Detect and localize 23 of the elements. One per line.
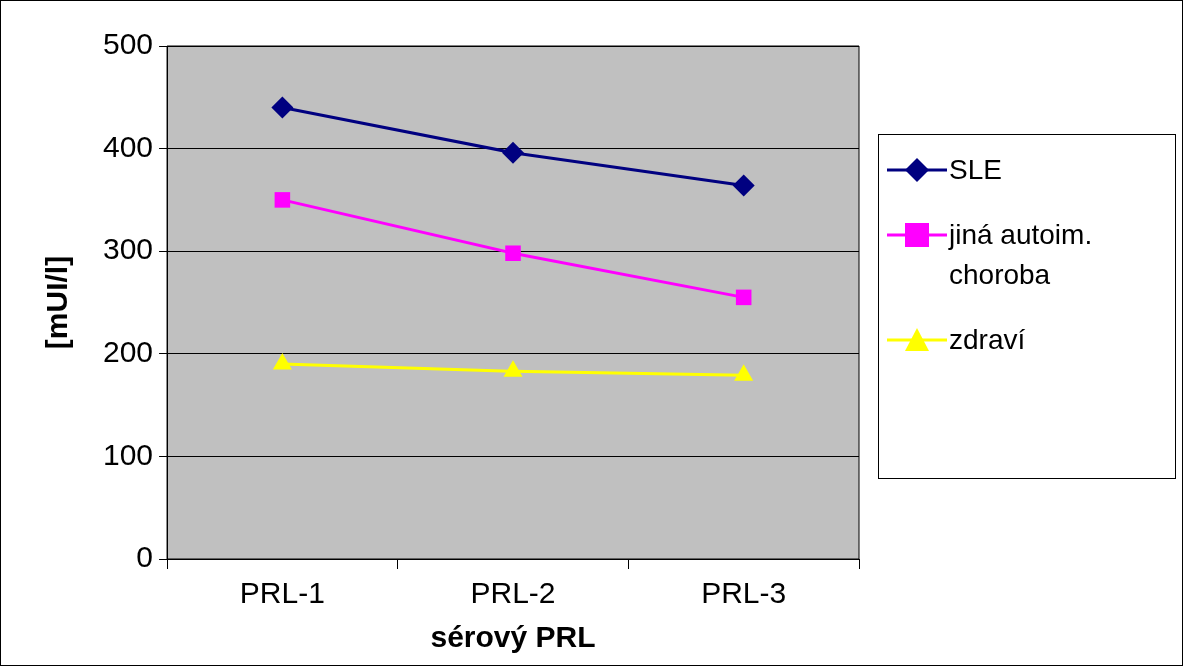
y-tick-label: 0 <box>136 540 154 574</box>
point <box>274 192 291 208</box>
legend-label: jiná autoim. choroba <box>949 218 1094 292</box>
y-tick-label: 500 <box>102 27 154 61</box>
legend-label: zdraví <box>949 323 1027 357</box>
point <box>272 353 292 370</box>
x-tick-label: PRL-2 <box>470 576 556 610</box>
y-tick-label: 200 <box>102 335 154 369</box>
y-tick-label: 400 <box>102 129 154 163</box>
x-tick-label: PRL-3 <box>701 576 787 610</box>
x-axis-title: sérový PRL <box>430 620 596 654</box>
y-tick-label: 100 <box>102 437 154 471</box>
point <box>502 141 525 164</box>
x-tick-label: PRL-1 <box>239 576 325 610</box>
y-axis-title: [mUI/l] <box>40 255 74 350</box>
point <box>271 96 294 119</box>
point <box>735 289 752 306</box>
point <box>732 174 755 197</box>
point <box>505 245 521 262</box>
y-tick-label: 300 <box>102 232 154 266</box>
point <box>734 364 754 381</box>
point <box>503 360 523 377</box>
legend-label: SLE <box>949 153 1003 187</box>
